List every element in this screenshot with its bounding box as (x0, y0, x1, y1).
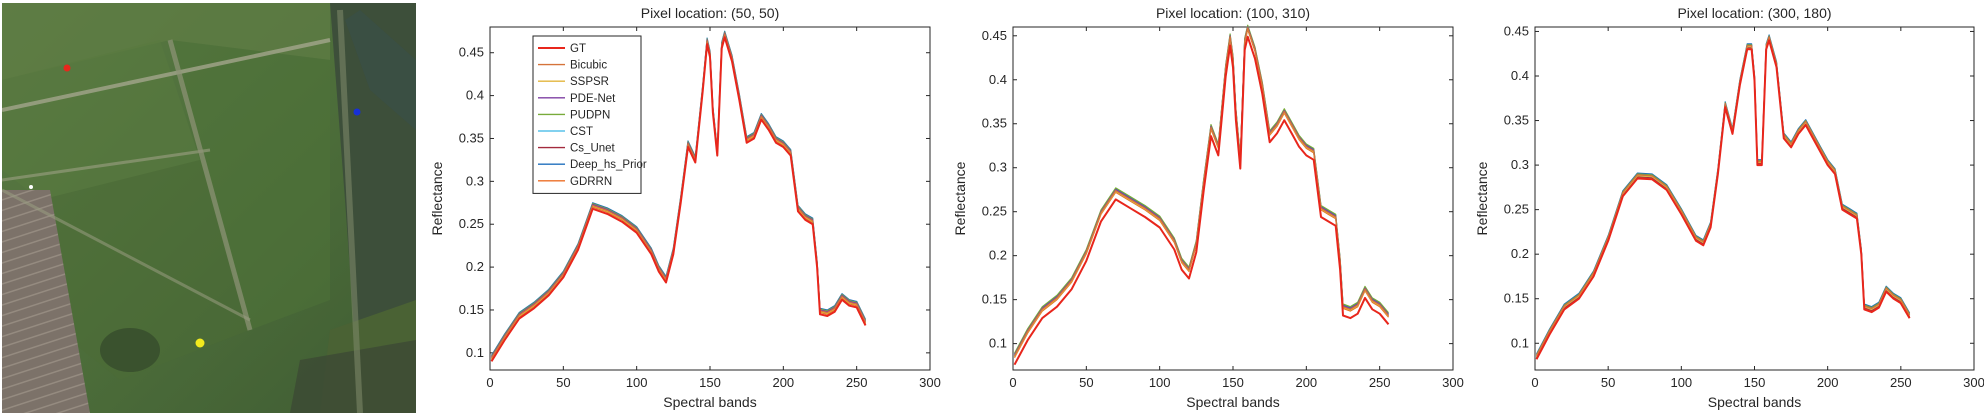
series-line-gt (490, 36, 867, 362)
x-tick-label: 0 (1009, 375, 1016, 390)
series-line-gt (1013, 35, 1390, 366)
x-tick-label: 200 (1817, 375, 1839, 390)
marker-white (29, 185, 33, 189)
y-tick-label: 0.35 (459, 130, 484, 145)
y-axis-label: Reflectance (1474, 161, 1490, 235)
y-tick-label: 0.3 (1511, 157, 1529, 172)
chart-panel-1: 0 50 100 150 200 250 300 0.1 0.15 0.2 0.25 0.3 0.35 0… (429, 5, 941, 410)
y-tick-label: 0.25 (459, 216, 484, 231)
legend-label: GT (570, 43, 586, 55)
y-tick-label: 0.2 (1511, 246, 1529, 261)
x-tick-label: 100 (1670, 375, 1692, 390)
legend-label: Cs_Unet (570, 143, 616, 155)
x-tick-label: 300 (919, 375, 941, 390)
y-tick-label: 0.25 (982, 204, 1007, 219)
chart-title: Pixel location: (100, 310) (1156, 5, 1310, 21)
y-tick-label: 0.3 (466, 173, 484, 188)
y-tick-label: 0.1 (466, 345, 484, 360)
x-tick-label: 250 (846, 375, 868, 390)
y-tick-label: 0.35 (1504, 113, 1529, 128)
y-tick-label: 0.4 (1511, 68, 1529, 83)
y-tick-label: 0.45 (1504, 23, 1529, 38)
chart-panel-2: 0 50 100 150 200 250 300 0.1 0.15 0.2 0.25 0.3 0.35 0… (952, 5, 1464, 410)
chart-panel-3: 0 50 100 150 200 250 300 0.1 0.15 0.2 0.25 0.3 0.35 0… (1474, 5, 1984, 410)
legend-label: PDE-Net (570, 93, 616, 105)
x-tick-label: 150 (699, 375, 721, 390)
y-tick-label: 0.45 (459, 45, 484, 60)
x-axis-label: Spectral bands (1186, 394, 1279, 410)
series-lines (1535, 34, 1911, 360)
x-tick-label: 100 (626, 375, 648, 390)
x-tick-label: 200 (772, 375, 794, 390)
y-tick-label: 0.15 (1504, 291, 1529, 306)
x-tick-label: 100 (1149, 375, 1171, 390)
y-tick-label: 0.4 (466, 88, 484, 103)
y-axis-label: Reflectance (429, 161, 445, 235)
x-axis-label: Spectral bands (1708, 394, 1801, 410)
marker-yellow (195, 338, 205, 348)
y-axis-label: Reflectance (952, 161, 968, 235)
y-tick-label: 0.35 (982, 116, 1007, 131)
chart-title: Pixel location: (50, 50) (641, 5, 780, 21)
x-tick-label: 0 (1531, 375, 1538, 390)
y-tick-label: 0.1 (989, 336, 1007, 351)
legend-label: Deep_hs_Prior (570, 159, 647, 171)
chart-title: Pixel location: (300, 180) (1677, 5, 1831, 21)
x-tick-label: 250 (1369, 375, 1391, 390)
x-tick-label: 50 (556, 375, 570, 390)
x-tick-label: 150 (1222, 375, 1244, 390)
legend-label: PUDPN (570, 109, 610, 121)
y-tick-label: 0.45 (982, 28, 1007, 43)
y-tick-label: 0.4 (989, 72, 1007, 87)
y-tick-label: 0.2 (989, 248, 1007, 263)
x-tick-label: 150 (1744, 375, 1766, 390)
legend-label: GDRRN (570, 176, 612, 188)
legend-label: SSPSR (570, 76, 609, 88)
x-tick-label: 200 (1295, 375, 1317, 390)
y-tick-label: 0.1 (1511, 335, 1529, 350)
x-tick-label: 300 (1442, 375, 1464, 390)
series-line-gt (1535, 39, 1911, 360)
y-tick-label: 0.2 (466, 259, 484, 274)
legend-label: CST (570, 126, 593, 138)
x-tick-label: 300 (1963, 375, 1984, 390)
y-tick-label: 0.3 (989, 160, 1007, 175)
x-tick-label: 50 (1601, 375, 1615, 390)
marker-red (63, 64, 71, 72)
series-lines (1013, 24, 1390, 366)
marker-blue (353, 108, 361, 116)
x-tick-label: 0 (486, 375, 493, 390)
y-tick-label: 0.15 (982, 292, 1007, 307)
x-axis-label: Spectral bands (663, 394, 756, 410)
aerial-field-image (2, 3, 416, 413)
x-tick-label: 250 (1890, 375, 1912, 390)
series-lines (490, 30, 867, 362)
y-tick-label: 0.15 (459, 302, 484, 317)
x-tick-label: 50 (1079, 375, 1093, 390)
chart-legend: GT Bicubic SSPSR PDE-Net PUDPN CST Cs_Unet Deep… (532, 35, 647, 194)
y-tick-label: 0.25 (1504, 202, 1529, 217)
legend-label: Bicubic (570, 60, 607, 72)
